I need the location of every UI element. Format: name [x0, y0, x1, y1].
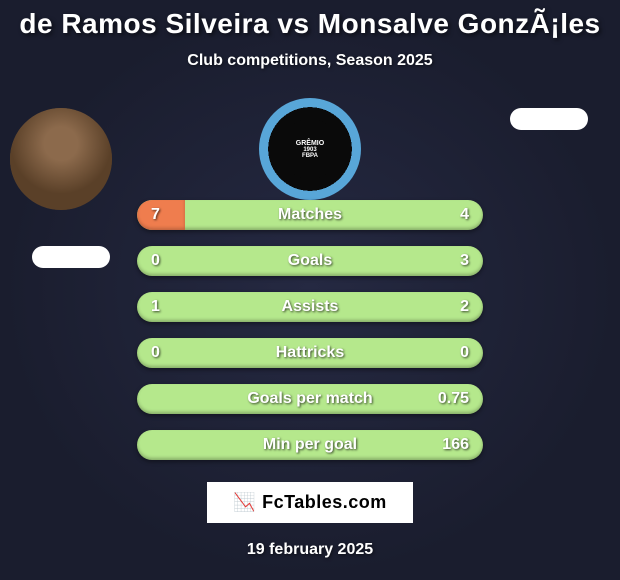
stat-label: Assists — [137, 298, 483, 316]
stat-value-right: 2 — [460, 298, 469, 316]
player-left-flag — [32, 246, 110, 268]
comparison-infographic: de Ramos Silveira vs Monsalve GonzÃ¡les … — [0, 0, 620, 580]
badge-text-top: GRÊMIO — [296, 140, 324, 147]
stat-value-right: 166 — [442, 436, 469, 454]
stat-row: Matches74 — [137, 200, 483, 230]
stat-value-right: 0.75 — [438, 390, 469, 408]
stat-value-left: 1 — [151, 298, 160, 316]
subtitle: Club competitions, Season 2025 — [187, 52, 432, 70]
date-label: 19 february 2025 — [247, 541, 373, 559]
stat-row: Min per goal166 — [137, 430, 483, 460]
stat-label: Min per goal — [137, 436, 483, 454]
stat-label: Goals per match — [137, 390, 483, 408]
stat-row: Goals0 3 — [137, 246, 483, 276]
watermark: 📈 FcTables.com — [207, 482, 413, 523]
gremio-badge-icon: GRÊMIO 1903 FBPA — [259, 98, 361, 200]
watermark-text: FcTables.com — [262, 492, 387, 513]
avatar-placeholder-icon — [10, 108, 112, 210]
stat-value-left: 0 — [151, 344, 160, 362]
chart-icon: 📈 — [233, 492, 256, 513]
stat-rows: Matches74Goals03Assists12Hattricks00Goal… — [137, 200, 483, 460]
player-right-flag — [510, 108, 588, 130]
stat-row: Hattricks0 0 — [137, 338, 483, 368]
badge-text-bot: FBPA — [302, 153, 318, 159]
stats-area: GRÊMIO 1903 FBPA Matches74Goals03Assists… — [0, 98, 620, 460]
stat-row: Goals per match0.75 — [137, 384, 483, 414]
stat-value-right: 4 — [460, 206, 469, 224]
page-title: de Ramos Silveira vs Monsalve GonzÃ¡les — [19, 8, 600, 40]
player-left-avatar — [10, 108, 112, 210]
stat-row: Assists1 2 — [137, 292, 483, 322]
player-right-club-badge: GRÊMIO 1903 FBPA — [259, 98, 361, 200]
stat-label: Hattricks — [137, 344, 483, 362]
stat-value-right: 0 — [460, 344, 469, 362]
stat-value-left: 0 — [151, 252, 160, 270]
bar-left — [137, 200, 185, 230]
gremio-badge-inner: GRÊMIO 1903 FBPA — [280, 119, 340, 179]
stat-label: Matches — [137, 206, 483, 224]
stat-value-right: 3 — [460, 252, 469, 270]
stat-label: Goals — [137, 252, 483, 270]
